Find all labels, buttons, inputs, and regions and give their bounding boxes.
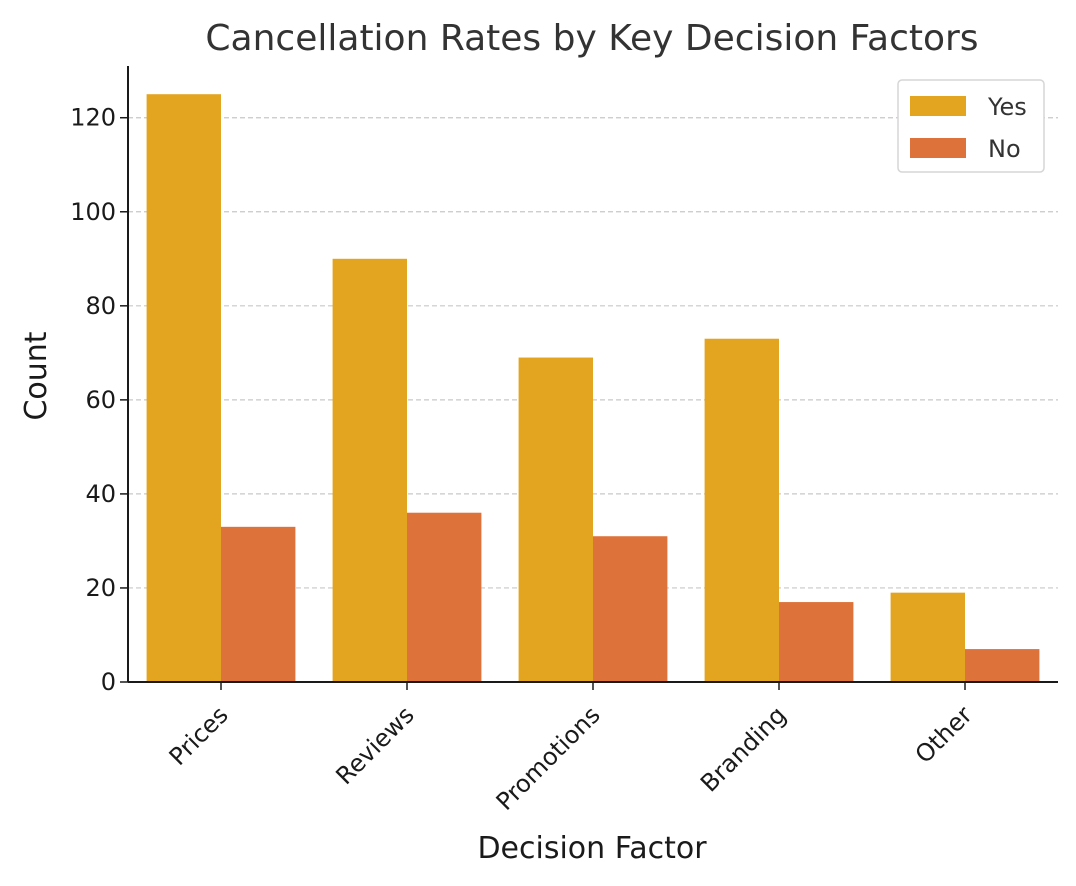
chart-title: Cancellation Rates by Key Decision Facto… <box>205 18 978 59</box>
x-axis-ticks: Prices Reviews Promotions Branding Other <box>164 682 978 816</box>
bar-yes-other <box>890 592 965 682</box>
y-tick-label: 100 <box>70 198 116 226</box>
bar-no-other <box>965 649 1040 682</box>
x-tick-label: Promotions <box>491 701 606 816</box>
y-axis-label: Count <box>19 331 54 420</box>
x-tick-label: Other <box>910 701 978 769</box>
x-tick-label: Branding <box>695 701 792 798</box>
bar-no-prices <box>221 526 296 682</box>
y-tick-label: 0 <box>101 668 116 696</box>
legend: Yes No <box>897 79 1045 173</box>
legend-label-no: No <box>988 135 1021 163</box>
y-tick-label: 40 <box>85 480 116 508</box>
bar-no-branding <box>779 602 854 682</box>
legend-label-yes: Yes <box>987 93 1027 121</box>
y-tick-label: 60 <box>85 386 116 414</box>
bar-yes-prices <box>146 94 221 682</box>
x-tick-label: Prices <box>164 701 234 771</box>
bar-yes-branding <box>704 338 779 682</box>
bar-yes-promotions <box>518 357 593 682</box>
bar-yes-reviews <box>332 258 407 682</box>
x-tick-label: Reviews <box>330 701 419 790</box>
y-tick-label: 80 <box>85 292 116 320</box>
y-tick-label: 120 <box>70 104 116 132</box>
legend-swatch-yes <box>910 96 966 116</box>
y-axis-ticks: 0 20 40 60 80 100 120 <box>70 104 128 696</box>
bars <box>146 94 1040 682</box>
x-axis-label: Decision Factor <box>477 831 707 866</box>
bar-no-reviews <box>407 512 482 682</box>
bar-no-promotions <box>593 536 668 682</box>
legend-swatch-no <box>910 138 966 158</box>
y-tick-label: 20 <box>85 574 116 602</box>
